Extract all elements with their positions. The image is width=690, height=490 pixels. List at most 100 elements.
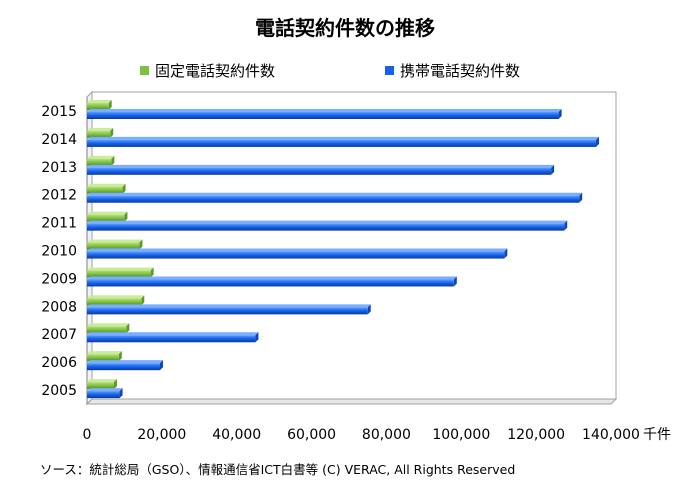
bar-end-face: [119, 388, 123, 399]
bar-mobile-2007: [87, 332, 259, 343]
bar-end-face: [255, 332, 259, 343]
x-tick-label: 80,000: [362, 427, 411, 443]
bar-end-face: [551, 164, 555, 175]
bar-mobile-2010: [87, 248, 508, 259]
bar-end-face: [111, 155, 115, 166]
bar-front-face: [87, 186, 123, 194]
source-note: ソース：統計総局（GSO）、情報通信省ICT白書等 (C) VERAC, All…: [40, 462, 516, 477]
bar-end-face: [118, 351, 122, 362]
bar-end-face: [596, 136, 600, 147]
y-tick-label: 2005: [41, 383, 77, 399]
bar-fixed-2010: [87, 239, 143, 250]
bar-top-face: [87, 351, 122, 355]
x-tick-label: 60,000: [287, 427, 336, 443]
bar-top-face: [87, 360, 163, 364]
bar-end-face: [110, 127, 114, 138]
bar-top-face: [87, 100, 112, 103]
legend-label-mobile: 携帯電話契約件数: [400, 62, 521, 80]
bar-top-face: [87, 109, 562, 112]
x-tick-label: 0: [83, 427, 92, 443]
bar-front-face: [87, 112, 559, 119]
bar-front-face: [87, 391, 120, 399]
bar-front-face: [87, 298, 142, 306]
bar-front-face: [87, 307, 368, 315]
bar-end-face: [564, 220, 568, 231]
bar-front-face: [87, 270, 151, 278]
x-unit-label: 千件: [643, 427, 671, 443]
x-tick-label: 100,000: [432, 427, 490, 443]
x-tick-label: 40,000: [212, 427, 261, 443]
bar-end-face: [108, 100, 112, 110]
bar-top-face: [87, 136, 600, 140]
bar-top-face: [87, 332, 259, 336]
bar-top-face: [87, 379, 117, 383]
bar-top-face: [87, 295, 145, 299]
bar-front-face: [87, 279, 454, 287]
bar-end-face: [141, 295, 145, 306]
bar-fixed-2014: [87, 127, 114, 138]
bar-mobile-2014: [87, 136, 600, 147]
bar-end-face: [113, 379, 117, 390]
legend-item-mobile: 携帯電話契約件数: [385, 60, 520, 81]
bar-end-face: [139, 239, 143, 250]
bar-fixed-2006: [87, 351, 122, 362]
bar-fixed-2012: [87, 183, 126, 194]
bar-front-face: [87, 158, 112, 166]
bar-front-face: [87, 363, 160, 371]
bar-front-face: [87, 139, 597, 147]
y-tick-label: 2007: [41, 327, 77, 343]
bar-front-face: [87, 103, 109, 110]
bar-fixed-2008: [87, 295, 145, 306]
bar-front-face: [87, 242, 140, 250]
bar-front-face: [87, 326, 127, 334]
bar-top-face: [87, 220, 568, 224]
y-tick-label: 2013: [41, 160, 77, 176]
bar-top-face: [87, 239, 143, 243]
bar-end-face: [367, 304, 371, 315]
chart-title: 電話契約件数の推移: [255, 16, 435, 40]
y-tick-label: 2006: [41, 355, 77, 371]
x-tick-label: 20,000: [137, 427, 186, 443]
bar-top-face: [87, 388, 123, 392]
y-tick-label: 2014: [41, 132, 77, 148]
legend-swatch-fixed: [140, 66, 149, 75]
bar-front-face: [87, 195, 580, 203]
bar-front-face: [87, 130, 111, 138]
bar-fixed-2011: [87, 211, 128, 222]
bar-end-face: [124, 211, 128, 222]
bar-front-face: [87, 223, 565, 231]
plot-floor: [85, 398, 618, 405]
bar-end-face: [558, 109, 562, 119]
x-tick-label: 120,000: [507, 427, 565, 443]
bar-end-face: [579, 192, 583, 203]
bar-end-face: [126, 323, 130, 334]
bar-front-face: [87, 214, 125, 222]
legend-label-fixed: 固定電話契約件数: [155, 62, 276, 80]
bar-top-face: [87, 183, 126, 187]
bar-top-face: [87, 276, 457, 280]
bar-front-face: [87, 251, 505, 259]
bar-mobile-2008: [87, 304, 371, 315]
bar-top-face: [87, 267, 154, 271]
bar-mobile-2013: [87, 164, 555, 175]
bar-top-face: [87, 211, 128, 215]
bar-end-face: [504, 248, 508, 259]
bar-end-face: [122, 183, 126, 194]
bar-mobile-2009: [87, 276, 457, 287]
bar-fixed-2015: [87, 100, 112, 110]
legend-item-fixed: 固定電話契約件数: [140, 60, 275, 81]
legend-swatch-mobile: [385, 66, 394, 75]
bar-top-face: [87, 164, 555, 168]
y-tick-label: 2015: [41, 104, 77, 120]
bar-top-face: [87, 127, 114, 131]
bar-front-face: [87, 354, 119, 362]
y-tick-label: 2009: [41, 271, 77, 287]
bar-top-face: [87, 155, 115, 159]
bar-mobile-2005: [87, 388, 123, 399]
y-tick-label: 2011: [41, 216, 77, 232]
bar-front-face: [87, 335, 256, 343]
bar-front-face: [87, 167, 552, 175]
y-tick-label: 2012: [41, 188, 77, 204]
y-tick-label: 2010: [41, 244, 77, 260]
